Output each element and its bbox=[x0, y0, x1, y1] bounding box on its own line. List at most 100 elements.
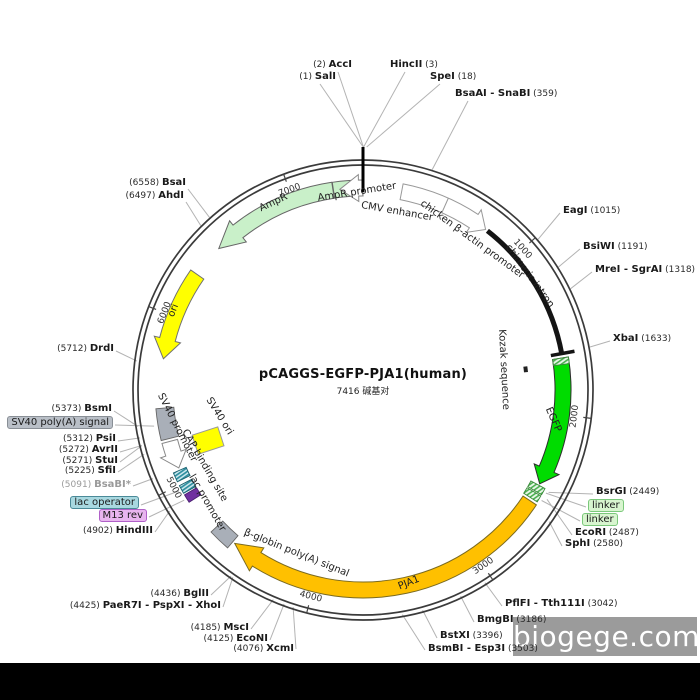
site-label-psii: (5312) PsiI bbox=[62, 433, 116, 444]
leader-BsrGI bbox=[548, 491, 594, 495]
leader-StuI bbox=[119, 445, 143, 463]
leader-SphI bbox=[548, 521, 563, 547]
leader-BglII bbox=[210, 575, 232, 596]
bottom-black-band bbox=[0, 663, 700, 700]
site-label-bglii: (4436) BglII bbox=[150, 588, 209, 599]
site-label-acci: (2) AccI bbox=[313, 59, 352, 70]
feature-arcs bbox=[153, 147, 575, 599]
tick-6000 bbox=[148, 306, 157, 311]
cmv-chicken-divider bbox=[441, 197, 449, 213]
site-label-hincii: HincII (3) bbox=[390, 59, 438, 70]
site-label-eagi: EagI (1015) bbox=[563, 205, 621, 216]
beta-globin-polya bbox=[210, 520, 239, 549]
sv40-polya bbox=[155, 406, 180, 442]
leader-MreI - SgrAI bbox=[570, 271, 593, 290]
site-label-ecori: EcoRI (2487) bbox=[575, 527, 639, 538]
leader-EcoNI bbox=[269, 603, 285, 641]
site-label-pflfi-tth111i: PflFI - Tth111I (3042) bbox=[505, 598, 618, 609]
plasmid-name: pCAGGS-EGFP-PJA1(human) bbox=[258, 367, 468, 382]
sv40-ori-box bbox=[191, 426, 225, 455]
kozak-mark bbox=[523, 366, 528, 373]
lac-promoter-mark bbox=[178, 478, 197, 494]
site-label-sphi: SphI (2580) bbox=[565, 538, 623, 549]
egfp-start-hatch bbox=[552, 356, 570, 367]
leader-XbaI bbox=[589, 340, 611, 348]
leader-DrdI bbox=[115, 350, 138, 362]
leader-PsiI bbox=[117, 437, 141, 442]
leader-MscI bbox=[250, 599, 274, 630]
leader-BsaAI - SnaBI bbox=[431, 100, 469, 170]
site-label-hindiii: (4902) HindIII bbox=[82, 525, 153, 536]
site-label-bsmi: (5373) BsmI bbox=[51, 403, 112, 414]
site-label-msci: (4185) MscI bbox=[190, 622, 249, 633]
tick-3000 bbox=[487, 572, 494, 581]
linker-label-1: linker bbox=[588, 499, 624, 512]
sv40-polya-label: SV40 poly(A) signal bbox=[7, 416, 113, 429]
leader-HincII bbox=[363, 71, 406, 148]
sv40-promoter-arrow bbox=[159, 438, 188, 469]
linker-1 bbox=[527, 480, 546, 496]
leader-PaeR7I - PspXI - XhoI bbox=[222, 577, 234, 608]
site-label-bsaai-snabi: BsaAI - SnaBI (359) bbox=[455, 88, 558, 99]
site-label-bsmbi-esp3i: BsmBI - Esp3I (3503) bbox=[428, 643, 538, 654]
ampr bbox=[217, 181, 335, 250]
leader-BmgBI bbox=[460, 595, 475, 623]
site-label-ahdi: (6497) AhdI bbox=[125, 190, 184, 201]
tick-1000 bbox=[528, 237, 536, 244]
leader-BsmI bbox=[113, 410, 139, 427]
site-label-bsabi-: (5091) BsaBI* bbox=[61, 479, 131, 490]
site-label-bsrgi: BsrGI (2449) bbox=[596, 486, 660, 497]
linker-label-2: linker bbox=[582, 513, 618, 526]
site-label-xbai: XbaI (1633) bbox=[613, 333, 672, 344]
leader-BstXI bbox=[422, 609, 438, 639]
leader-AccI bbox=[337, 71, 364, 148]
leader-sv40-polya-label bbox=[114, 424, 155, 427]
leader-AvrII bbox=[119, 445, 142, 453]
ampr-promoter-arrowhead bbox=[338, 173, 364, 203]
chimeric-intron-endbar bbox=[550, 349, 575, 358]
tick-label-2000: 2000 bbox=[568, 404, 581, 428]
tick-4000 bbox=[306, 605, 310, 614]
linker-2 bbox=[523, 487, 542, 503]
site-label-bstxi: BstXI (3396) bbox=[440, 630, 503, 641]
site-label-xcmi: (4076) XcmI bbox=[233, 643, 294, 654]
lac-operator-label: lac operator bbox=[70, 496, 139, 509]
leader-SalI bbox=[319, 83, 364, 148]
leader-BsaBI* bbox=[132, 478, 154, 487]
leader-BsmBI - Esp3I bbox=[401, 614, 426, 651]
site-label-spei: SpeI (18) bbox=[430, 71, 477, 82]
leader-SpeI bbox=[366, 83, 441, 148]
chimeric-intron-bar bbox=[485, 228, 565, 355]
leader-EcoRI bbox=[546, 499, 573, 536]
leader-AhdI bbox=[185, 201, 202, 226]
site-label-sfii: (5225) SfiI bbox=[64, 465, 116, 476]
site-label-bsai: (6558) BsaI bbox=[129, 177, 186, 188]
site-label-econi: (4125) EcoNI bbox=[203, 633, 268, 644]
leader-BsaI bbox=[187, 188, 210, 218]
tick-7000 bbox=[283, 173, 287, 182]
leader-XcmI bbox=[292, 606, 297, 650]
leader-SfiI bbox=[117, 453, 145, 473]
leader-HindIII bbox=[154, 510, 171, 533]
plasmid-title-block: pCAGGS-EGFP-PJA1(human) 7416 碱基对 bbox=[213, 367, 513, 397]
m13-rev-label: M13 rev bbox=[98, 509, 147, 522]
pja1 bbox=[233, 495, 538, 599]
site-label-mrei-sgrai: MreI - SgrAI (1318) bbox=[595, 264, 696, 275]
site-label-avrii: (5272) AvrII bbox=[58, 444, 118, 455]
tick-5000 bbox=[158, 491, 166, 496]
leader-PflFI - Tth111I bbox=[484, 582, 503, 607]
cag-promoter-arrow bbox=[399, 183, 487, 234]
plasmid-size: 7416 碱基对 bbox=[336, 387, 390, 397]
site-label-bmgbi: BmgBI (3186) bbox=[477, 614, 547, 625]
ori bbox=[153, 269, 205, 360]
site-label-bsiwi: BsiWI (1191) bbox=[583, 241, 648, 252]
cap-binding-mark bbox=[172, 466, 191, 483]
site-label-sali: (1) SalI bbox=[299, 71, 336, 82]
leader-lines bbox=[113, 71, 611, 651]
site-label-paer7i-pspxi-xhoi: (4425) PaeR7I - PspXI - XhoI bbox=[69, 600, 221, 611]
m13-rev-mark bbox=[183, 487, 202, 503]
site-label-drdi: (5712) DrdI bbox=[57, 343, 114, 354]
leader-linker-label-2 bbox=[541, 500, 581, 522]
